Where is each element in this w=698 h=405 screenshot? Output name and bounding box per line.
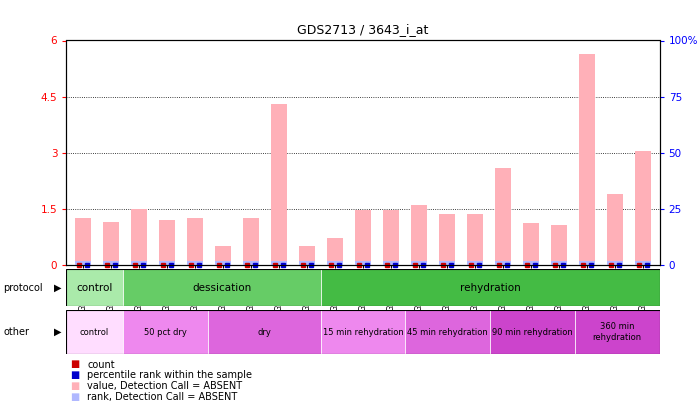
Bar xyxy=(159,220,174,265)
Text: 50 pct dry: 50 pct dry xyxy=(144,328,186,337)
Text: 360 min
rehydration: 360 min rehydration xyxy=(593,322,641,342)
Bar xyxy=(187,218,202,265)
Text: control: control xyxy=(80,328,109,337)
Bar xyxy=(579,261,595,265)
Bar xyxy=(524,261,539,265)
Text: percentile rank within the sample: percentile rank within the sample xyxy=(87,371,252,380)
Bar xyxy=(439,213,454,265)
Text: 90 min rehydration: 90 min rehydration xyxy=(492,328,573,337)
Bar xyxy=(272,261,287,265)
Bar xyxy=(103,222,119,265)
Bar xyxy=(299,261,315,265)
Bar xyxy=(635,151,651,265)
Bar xyxy=(551,225,567,265)
Bar xyxy=(439,261,454,265)
Text: protocol: protocol xyxy=(3,283,43,292)
Bar xyxy=(327,238,343,265)
Bar xyxy=(575,310,660,354)
Bar xyxy=(383,210,399,265)
Bar xyxy=(411,205,426,265)
Bar xyxy=(216,246,231,265)
Bar xyxy=(320,269,660,306)
Bar xyxy=(551,261,567,265)
Text: ■: ■ xyxy=(70,360,79,369)
Bar xyxy=(355,210,371,265)
Bar xyxy=(406,310,490,354)
Text: ■: ■ xyxy=(70,371,79,380)
Bar xyxy=(66,310,123,354)
Bar xyxy=(467,261,482,265)
Bar xyxy=(207,310,320,354)
Bar xyxy=(66,269,123,306)
Bar xyxy=(355,261,371,265)
Text: GDS2713 / 3643_i_at: GDS2713 / 3643_i_at xyxy=(297,23,429,36)
Bar xyxy=(216,261,231,265)
Text: count: count xyxy=(87,360,115,369)
Bar xyxy=(299,246,315,265)
Text: value, Detection Call = ABSENT: value, Detection Call = ABSENT xyxy=(87,382,242,391)
Text: dessication: dessication xyxy=(192,283,251,292)
Bar xyxy=(244,218,259,265)
Bar xyxy=(187,261,202,265)
Text: rehydration: rehydration xyxy=(460,283,521,292)
Bar xyxy=(635,261,651,265)
Bar xyxy=(320,310,406,354)
Text: rank, Detection Call = ABSENT: rank, Detection Call = ABSENT xyxy=(87,392,237,402)
Text: 45 min rehydration: 45 min rehydration xyxy=(408,328,488,337)
Bar xyxy=(383,261,399,265)
Bar xyxy=(524,223,539,265)
Text: ▶: ▶ xyxy=(54,327,61,337)
Bar xyxy=(131,209,147,265)
Text: ■: ■ xyxy=(70,382,79,391)
Bar xyxy=(490,310,575,354)
Bar xyxy=(327,261,343,265)
Bar xyxy=(123,269,320,306)
Bar xyxy=(75,218,91,265)
Bar xyxy=(75,261,91,265)
Bar xyxy=(131,261,147,265)
Text: ▶: ▶ xyxy=(54,283,61,292)
Bar xyxy=(607,194,623,265)
Text: ■: ■ xyxy=(70,392,79,402)
Bar xyxy=(244,261,259,265)
Text: dry: dry xyxy=(257,328,271,337)
Bar xyxy=(495,168,510,265)
Bar xyxy=(272,104,287,265)
Bar xyxy=(411,261,426,265)
Bar xyxy=(123,310,207,354)
Bar xyxy=(159,261,174,265)
Bar xyxy=(607,261,623,265)
Text: 15 min rehydration: 15 min rehydration xyxy=(322,328,403,337)
Bar xyxy=(579,53,595,265)
Bar xyxy=(467,213,482,265)
Text: control: control xyxy=(76,283,113,292)
Bar xyxy=(103,261,119,265)
Bar xyxy=(495,261,510,265)
Text: other: other xyxy=(3,327,29,337)
